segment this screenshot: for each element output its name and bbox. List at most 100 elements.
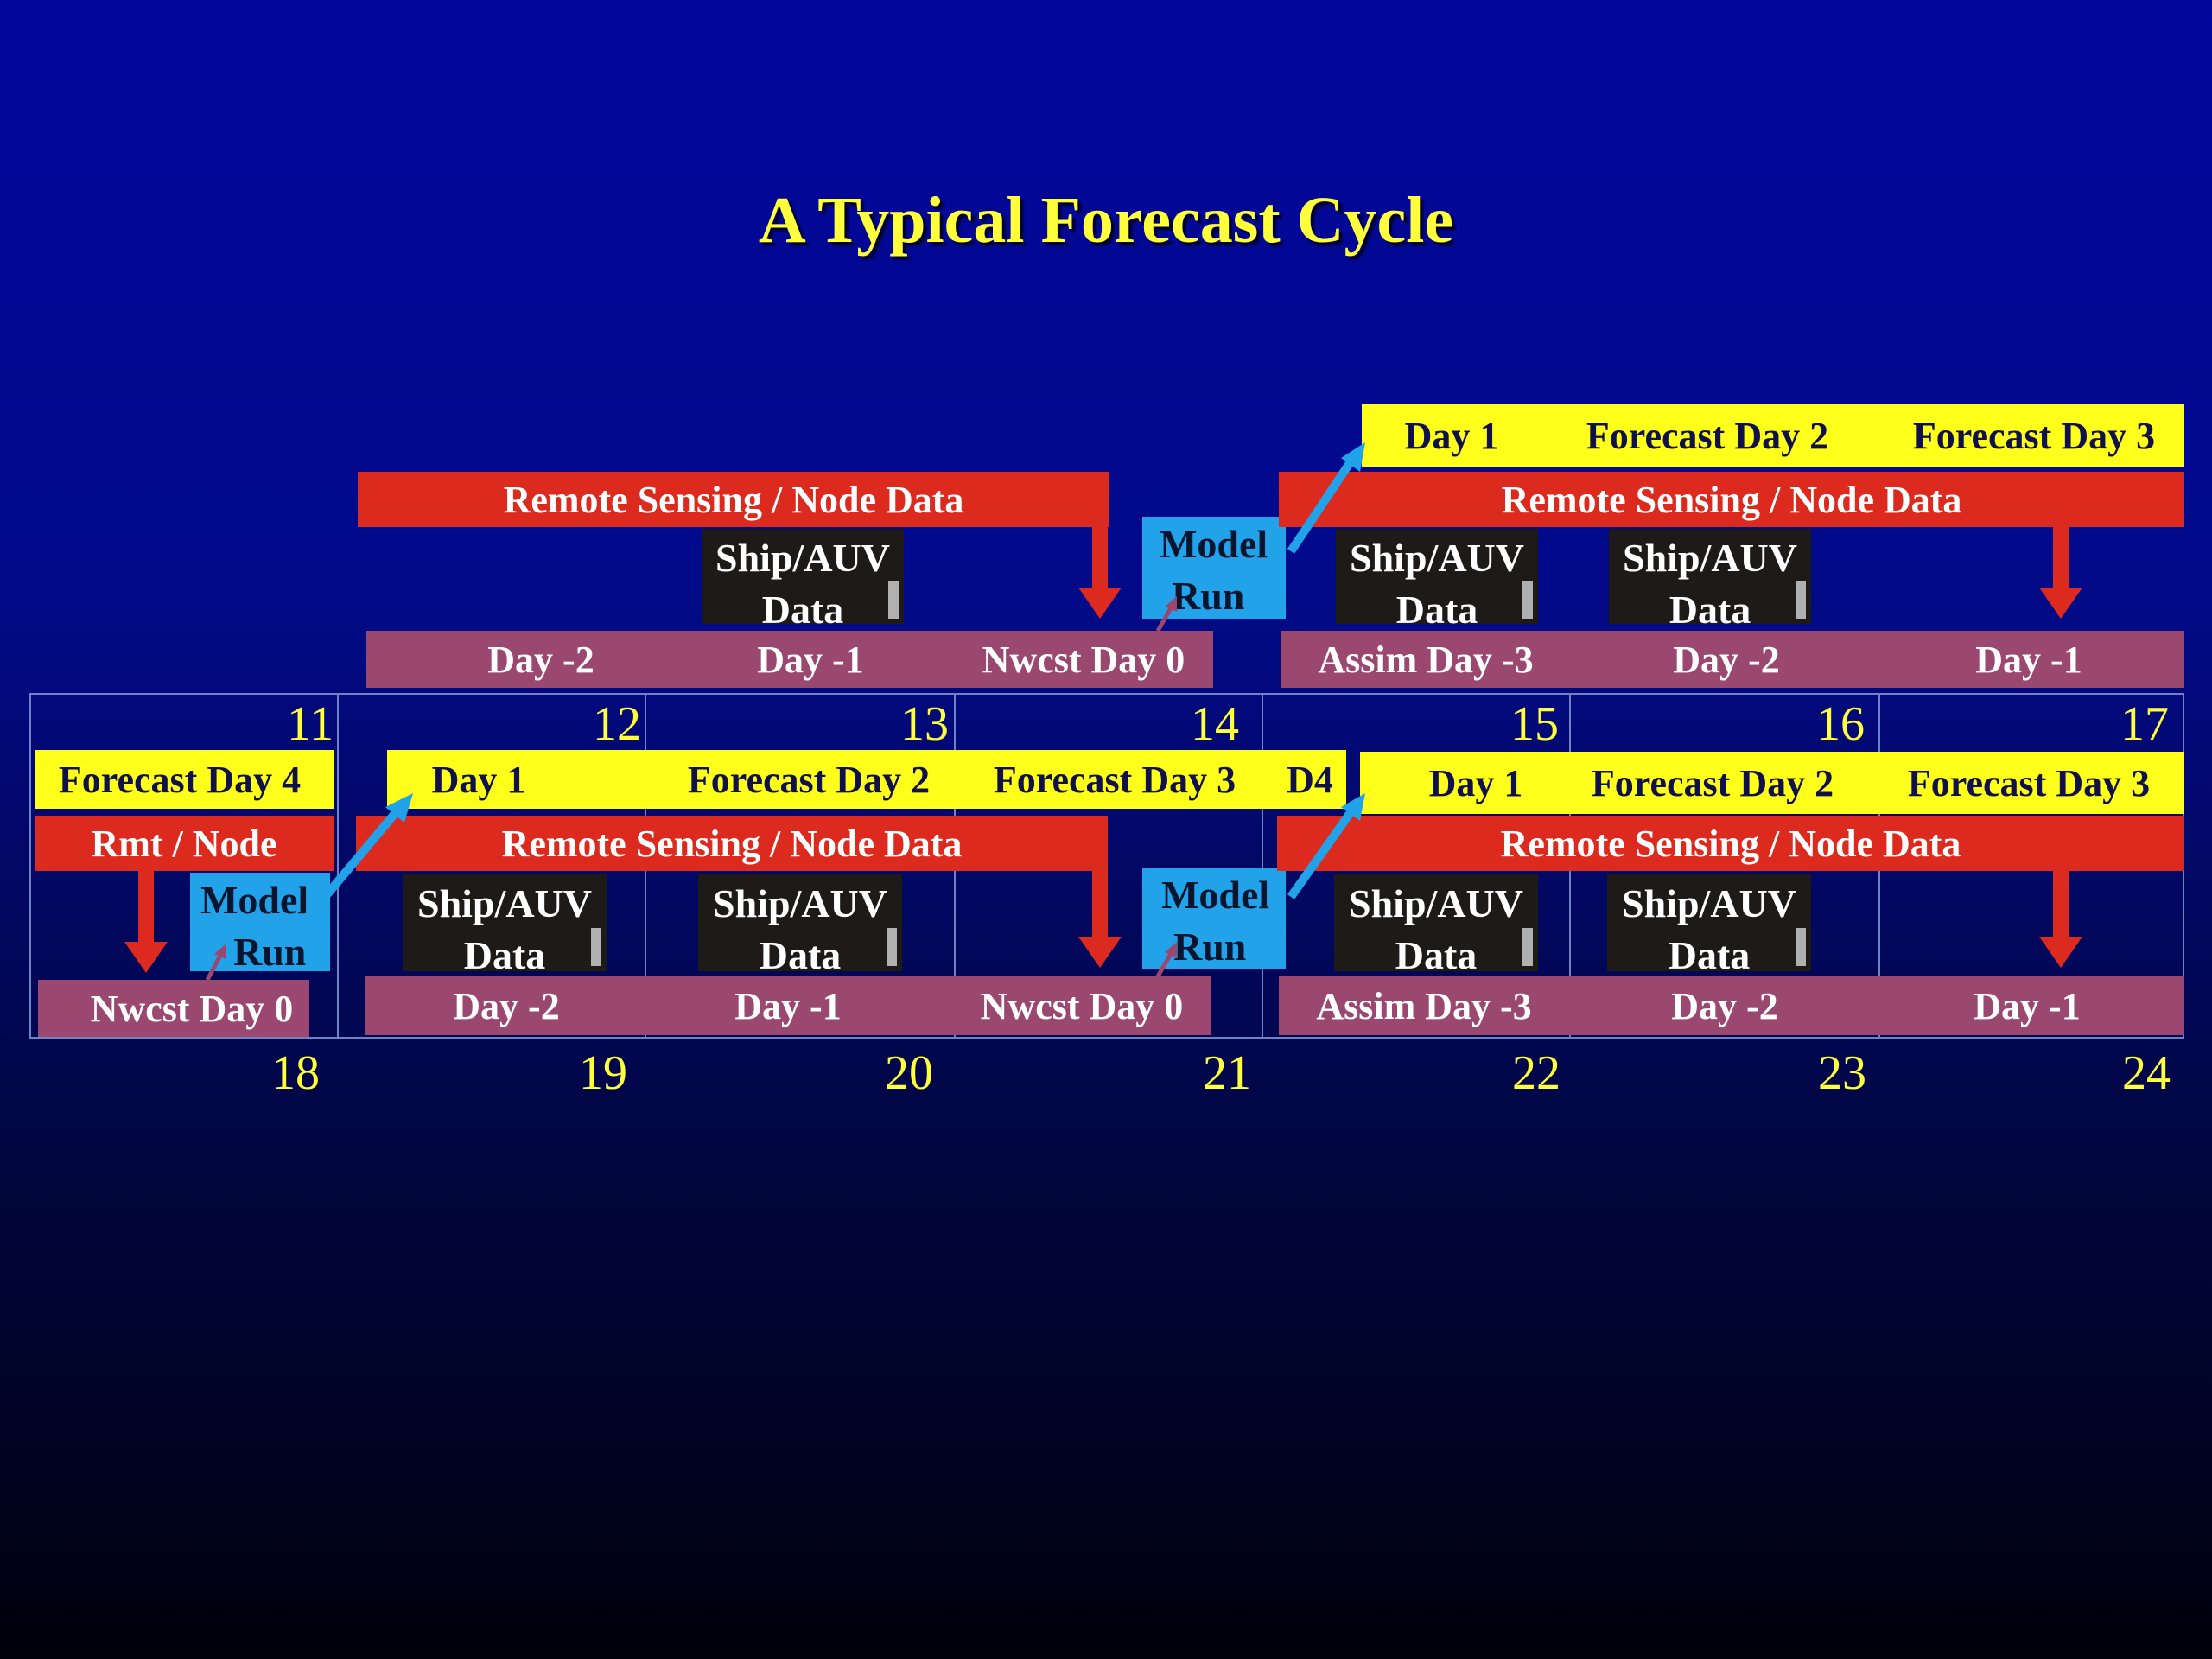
date-24: 24 — [2122, 1046, 2171, 1100]
forecast-bar-lower-right: Day 1 Forecast Day 2 Forecast Day 3 — [1360, 752, 2184, 814]
date-14: 14 — [1191, 697, 1239, 751]
day-bar-lower-middle: Day -2 Day -1 Nwcst Day 0 — [365, 976, 1211, 1035]
remote-sensing-bar-upper-right: Remote Sensing / Node Data — [1279, 472, 2184, 527]
model-run-box-upper: Model Run — [1142, 517, 1286, 619]
grid-divider — [1262, 693, 1263, 1039]
ship-data-label: Data — [761, 588, 844, 632]
ship-auv-box-lower: Ship/AUV Data — [1607, 874, 1811, 977]
red-down-arrow — [124, 869, 168, 973]
ship-auv-label: Ship/AUV — [1349, 881, 1523, 925]
remote-sensing-label: Remote Sensing / Node Data — [501, 822, 963, 865]
forecast-day-label: Forecast Day 3 — [993, 758, 1236, 801]
blue-arrow — [304, 793, 413, 921]
forecast-day-label: Forecast Day 2 — [1591, 761, 1834, 804]
date-23: 23 — [1818, 1046, 1866, 1100]
gray-marker — [1796, 928, 1806, 966]
remote-sensing-label: Remote Sensing / Node Data — [1501, 478, 1962, 521]
nowcast-day-label: Nwcst Day 0 — [980, 984, 1184, 1027]
day-label: Day -2 — [487, 638, 594, 681]
ship-auv-label: Ship/AUV — [713, 881, 887, 925]
forecast-day-label: Forecast Day 4 — [58, 758, 302, 801]
day-label: Day -1 — [1975, 638, 2082, 681]
slide-title: A Typical Forecast Cycle — [758, 184, 1454, 257]
nowcast-day-label: Nwcst Day 0 — [90, 987, 294, 1030]
forecast-day-label: Forecast Day 3 — [1912, 414, 2156, 457]
forecast-day-label: Day 1 — [1428, 761, 1523, 804]
ship-auv-box-upper: Ship/AUV Data — [1336, 529, 1538, 632]
ship-data-label: Data — [463, 933, 546, 977]
remote-sensing-bar-lower-middle: Remote Sensing / Node Data — [356, 816, 1108, 871]
model-run-box-lower: Model Run — [190, 873, 330, 974]
red-down-arrow — [2039, 525, 2082, 619]
ship-auv-box-lower: Ship/AUV Data — [403, 874, 607, 977]
red-down-arrow — [1078, 869, 1122, 968]
forecast-bar-upper-right: Day 1 Forecast Day 2 Forecast Day 3 — [1362, 404, 2184, 467]
gray-marker — [591, 928, 601, 966]
ship-auv-label: Ship/AUV — [715, 536, 890, 580]
date-21: 21 — [1203, 1046, 1251, 1100]
gray-marker — [1796, 581, 1806, 619]
date-18: 18 — [271, 1046, 320, 1100]
blue-arrow — [1287, 442, 1365, 554]
day-label: Day -2 — [1671, 984, 1778, 1027]
ship-auv-label: Ship/AUV — [417, 881, 592, 925]
grid-divider — [337, 693, 339, 1039]
ship-auv-box-upper: Ship/AUV Data — [702, 529, 904, 632]
purple-arrow — [1155, 596, 1177, 632]
remote-sensing-bar-lower-first: Rmt / Node — [35, 816, 334, 871]
date-15: 15 — [1510, 697, 1559, 751]
date-17: 17 — [2120, 697, 2169, 751]
ship-data-label: Data — [1395, 933, 1478, 977]
ship-data-label: Data — [1669, 588, 1751, 632]
assim-day-label: Assim Day -3 — [1318, 638, 1534, 681]
forecast-bar-lower-middle: Day 1 Forecast Day 2 Forecast Day 3 D4 — [387, 750, 1346, 809]
purple-arrow — [1155, 942, 1177, 978]
ship-auv-label: Ship/AUV — [1622, 881, 1796, 925]
forecast-day-label: Day 1 — [431, 758, 526, 801]
forecast-day-label: Forecast Day 2 — [1586, 414, 1829, 457]
model-run-box-lower: Model Run — [1142, 868, 1286, 969]
remote-sensing-bar-upper-left: Remote Sensing / Node Data — [358, 472, 1109, 527]
run-label: Run — [233, 930, 307, 974]
model-label: Model — [200, 878, 309, 922]
purple-arrow — [205, 944, 226, 982]
forecast-day-label: Day 1 — [1404, 414, 1499, 457]
run-label: Run — [1172, 574, 1245, 618]
date-11: 11 — [287, 697, 334, 751]
date-19: 19 — [579, 1046, 627, 1100]
remote-sensing-label: Remote Sensing / Node Data — [1500, 822, 1961, 865]
date-16: 16 — [1816, 697, 1865, 751]
day-bar-upper-right: Assim Day -3 Day -2 Day -1 — [1281, 631, 2184, 688]
forecast-day-label: Forecast Day 2 — [687, 758, 931, 801]
model-label: Model — [1161, 873, 1270, 917]
ship-auv-label: Ship/AUV — [1350, 536, 1524, 580]
blue-arrow — [1287, 793, 1365, 899]
ship-auv-box-upper: Ship/AUV Data — [1609, 529, 1811, 632]
forecast-day-label: Forecast Day 3 — [1907, 761, 2151, 804]
red-down-arrow — [2039, 869, 2082, 968]
forecast-day-label: D4 — [1287, 758, 1333, 801]
ship-auv-box-lower: Ship/AUV Data — [698, 874, 902, 977]
gray-marker — [1522, 581, 1533, 619]
day-bar-lower-first: Nwcst Day 0 — [38, 980, 309, 1037]
red-down-arrow — [1078, 525, 1122, 619]
gray-marker — [1522, 928, 1533, 966]
day-label: Day -1 — [757, 638, 864, 681]
assim-day-label: Assim Day -3 — [1316, 984, 1532, 1027]
ship-data-label: Data — [759, 933, 842, 977]
forecast-bar-lower-first: Forecast Day 4 — [35, 750, 334, 809]
model-label: Model — [1160, 522, 1268, 566]
remote-sensing-label: Rmt / Node — [91, 822, 277, 865]
gray-marker — [888, 581, 899, 619]
nowcast-day-label: Nwcst Day 0 — [982, 638, 1185, 681]
gray-marker — [887, 928, 897, 966]
date-22: 22 — [1512, 1046, 1560, 1100]
date-12: 12 — [593, 697, 641, 751]
ship-data-label: Data — [1395, 588, 1478, 632]
day-label: Day -1 — [734, 984, 842, 1027]
day-label: Day -2 — [1673, 638, 1780, 681]
ship-data-label: Data — [1668, 933, 1751, 977]
date-20: 20 — [885, 1046, 933, 1100]
day-bar-upper-left: Day -2 Day -1 Nwcst Day 0 — [366, 631, 1213, 688]
remote-sensing-label: Remote Sensing / Node Data — [503, 478, 964, 521]
